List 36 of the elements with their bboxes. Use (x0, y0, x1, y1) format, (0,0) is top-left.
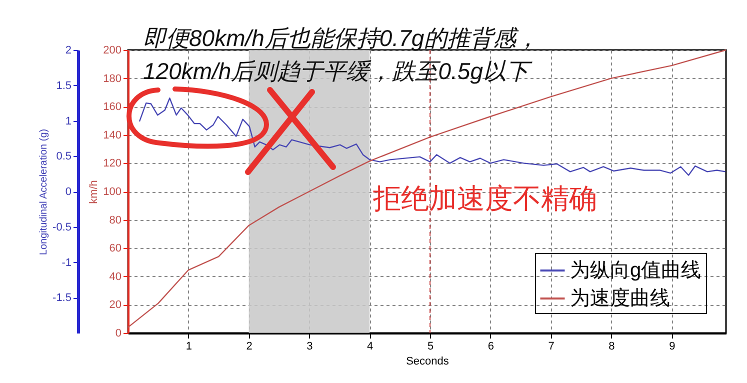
y-tick-label: 120 (103, 158, 122, 170)
y-tick-label: 60 (109, 242, 122, 255)
line-series (127, 49, 727, 328)
y2-tick-label: 0 (65, 186, 72, 198)
y-tick-label: 40 (109, 270, 122, 283)
y2-tick-label: -0.5 (52, 221, 72, 234)
y-tick-label: 80 (109, 214, 122, 226)
y-tick-label: 140 (103, 129, 122, 142)
y2-tick-label: 0.5 (56, 150, 72, 163)
x-tick-label: 1 (186, 340, 192, 352)
y-tick-label: 100 (103, 186, 122, 198)
y-axis-title: km/h (88, 180, 100, 204)
x-tick-label: 7 (548, 340, 554, 352)
y2-axis-title: Longitudinal Acceleration (g) (38, 128, 50, 256)
chart-title: 即便80km/h后也能保持0.7g的推背感， 120km/h后则趋于平缓，跌至0.5g以下 (143, 25, 540, 84)
x-tick-label: 9 (669, 340, 676, 352)
y-tick-label: 0 (115, 328, 122, 340)
x-tick-label: 2 (246, 340, 252, 352)
y2-tick-label: -1 (62, 256, 72, 269)
x-tick-label: 6 (488, 340, 494, 352)
y-tick-label: 180 (103, 72, 122, 85)
legend-label: 为速度曲线 (570, 288, 670, 310)
y2-tick-label: -1.5 (52, 292, 72, 304)
x-axis-title: Seconds (406, 356, 450, 368)
line-series (138, 98, 726, 176)
x-tick-label: 3 (306, 340, 313, 352)
x-tick-label: 5 (427, 340, 434, 352)
y-tick-label: 160 (103, 101, 122, 114)
legend-label: 为纵向g值曲线 (570, 260, 702, 282)
x-tick-label: 4 (367, 340, 374, 352)
y-tick-label: 20 (109, 299, 122, 312)
y2-tick-label: 1 (65, 115, 72, 128)
x-tick-label: 8 (608, 340, 615, 352)
y-tick-label: 200 (103, 44, 122, 56)
y2-tick-label: 2 (65, 44, 72, 56)
y2-tick-label: 1.5 (56, 80, 72, 92)
